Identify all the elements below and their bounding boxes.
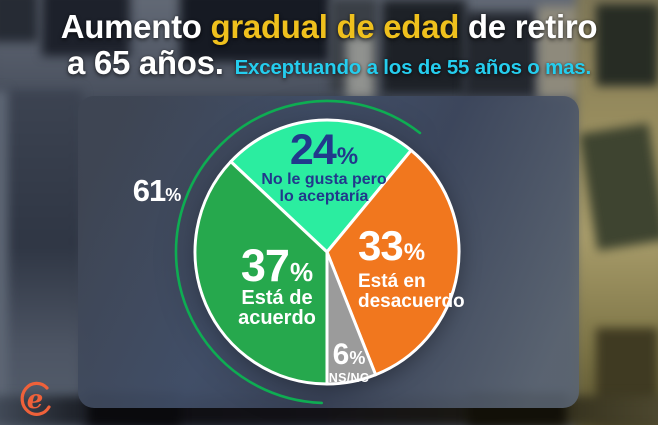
bg-window xyxy=(180,0,330,62)
slice-caption: desacuerdo xyxy=(358,290,465,312)
headline-segment: Aumento xyxy=(60,8,211,45)
slice-caption: lo aceptaría xyxy=(279,187,369,205)
bg-window xyxy=(464,12,536,96)
slice-value: 33% xyxy=(358,222,426,269)
svg-text:e: e xyxy=(27,385,44,415)
slice-label-de-acuerdo: 37% Está de acuerdo xyxy=(238,243,316,328)
slice-caption: acuerdo xyxy=(238,307,316,329)
bg-wall-edge xyxy=(0,90,8,425)
bg-window xyxy=(382,0,466,94)
slice-caption: NS/NC xyxy=(328,371,370,385)
bg-dark-corner xyxy=(0,0,38,42)
bg-pillar xyxy=(346,36,374,98)
slice-caption: No le gusta pero xyxy=(261,171,387,188)
headline-segment-accent: gradual de edad xyxy=(210,8,460,45)
slice-value: 37% xyxy=(240,240,314,291)
bg-window xyxy=(596,4,658,86)
arc-total-label: 61% xyxy=(132,173,182,208)
bg-pillar xyxy=(538,6,582,98)
slice-caption: Está en xyxy=(358,271,426,292)
headline-line2: a 65 años. Exceptuando a los de 55 años … xyxy=(0,45,658,86)
headline-line2-subtitle: Exceptuando a los de 55 años o mas. xyxy=(234,56,592,79)
slice-label-no-le-gusta: 24% No le gusta pero lo aceptaría xyxy=(261,129,386,205)
headline-line1: Aumento gradual de edad de retiro xyxy=(0,8,658,45)
slice-label-en-desacuerdo: 33% Está en desacuerdo xyxy=(358,222,465,312)
headline-line2-main: a 65 años. xyxy=(66,44,224,81)
slice-label-nsnc: 6% NS/NC xyxy=(328,338,370,386)
headline-segment: de retiro xyxy=(459,8,598,45)
background-left-wall xyxy=(0,90,82,425)
slice-value: 6% xyxy=(332,338,366,371)
logo-e-icon: e xyxy=(20,381,51,416)
slice-caption: Está de xyxy=(241,287,313,309)
bg-window xyxy=(42,0,130,56)
headline: Aumento gradual de edad de retiro a 65 a… xyxy=(0,8,658,86)
slice-value: 24% xyxy=(289,126,359,174)
